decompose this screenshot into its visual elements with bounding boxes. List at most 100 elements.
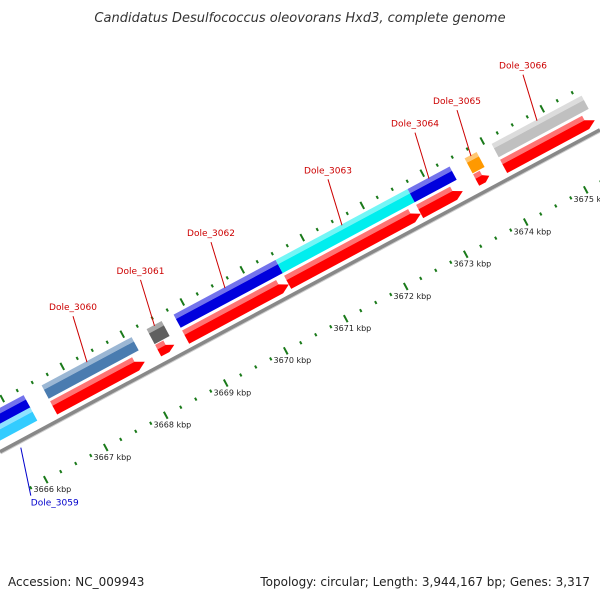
- feature-bar-dole-3059-face: [0, 411, 38, 441]
- gene-bar-dole-3059-face: [0, 399, 31, 425]
- cds-arrow-dole-3064: [416, 186, 463, 219]
- leader-dole-3063: [327, 179, 343, 226]
- leader-dole-3064: [414, 132, 430, 179]
- gene-bar-dole-3064: [407, 166, 457, 203]
- inner-tick: [74, 461, 78, 466]
- outer-tick: [375, 195, 379, 200]
- outer-tick: [105, 340, 109, 345]
- outer-tick: [179, 297, 186, 306]
- outer-tick: [270, 251, 274, 256]
- inner-tick: [582, 185, 589, 194]
- outer-tick: [210, 284, 214, 288]
- inner-tick: [462, 250, 469, 259]
- outer-tick: [299, 233, 306, 242]
- outer-tick: [465, 147, 469, 151]
- inner-tick: [179, 405, 183, 410]
- inner-tick: [162, 411, 169, 420]
- inner-tick: [419, 276, 423, 281]
- inner-tick: [209, 389, 213, 393]
- outer-tick-track: [0, 90, 574, 403]
- backbone-shadow: [0, 131, 600, 455]
- inner-tick: [539, 212, 543, 216]
- scale-tick-label: 3668 kbp: [154, 421, 192, 430]
- gene-label-dole-3063[interactable]: Dole_3063: [304, 166, 352, 176]
- leader-dole-3059: [20, 447, 32, 496]
- outer-tick: [195, 292, 199, 296]
- inner-tick: [299, 340, 303, 345]
- inner-tick: [222, 379, 229, 388]
- leader-dole-3062: [210, 241, 226, 289]
- gene-bar-dole-3062: [173, 259, 283, 328]
- cds-arrow-dole-3063-face: [286, 213, 421, 289]
- leader-dole-3066: [522, 74, 538, 121]
- gene-bar-dole-3063: [275, 189, 415, 274]
- inner-tick: [402, 282, 409, 291]
- gene-label-dole-3059[interactable]: Dole_3059: [31, 499, 79, 509]
- gene-bar-dole-3064-top: [407, 166, 452, 194]
- gene-bar-dole-3060: [41, 337, 139, 399]
- inner-tick: [239, 373, 243, 377]
- gene-bar-dole-3061-top: [146, 321, 164, 334]
- gene-label-dole-3066[interactable]: Dole_3066: [499, 62, 547, 72]
- leader-dole-3061: [140, 279, 155, 327]
- gene-label-dole-3061[interactable]: Dole_3061: [117, 267, 165, 277]
- gene-bar-dole-3060-top: [41, 337, 134, 390]
- outer-tick: [15, 388, 19, 393]
- inner-tick: [479, 244, 483, 249]
- outer-tick: [405, 179, 409, 184]
- gene-bar-dole-3064-face: [409, 170, 457, 203]
- cds-arrow-dole-3065: [473, 170, 490, 186]
- genome-backbone: [0, 128, 600, 455]
- outer-tick: [539, 104, 546, 113]
- scale-tick-label: 3675 kbp: [574, 195, 600, 204]
- gene-bar-dole-3065-face: [466, 156, 485, 174]
- outer-tick: [135, 324, 139, 329]
- gene-bar-dole-3066: [491, 95, 589, 158]
- outer-tick: [330, 219, 334, 224]
- outer-tick: [45, 372, 49, 377]
- gene-bar-dole-3062-top: [173, 259, 278, 319]
- gene-label-dole-3062[interactable]: Dole_3062: [187, 229, 235, 239]
- cds-arrow-dole-3063-top: [284, 209, 411, 281]
- scale-tick-label: 3670 kbp: [274, 356, 312, 365]
- gene-bar-dole-3060-face: [43, 341, 139, 399]
- gene-label-dole-3060[interactable]: Dole_3060: [49, 303, 97, 313]
- outer-tick: [239, 265, 246, 274]
- inner-tick: [374, 300, 378, 305]
- inner-tick: [449, 260, 453, 265]
- feature-bar-dole-3059: [0, 407, 38, 441]
- inner-tick: [359, 308, 363, 313]
- gene-label-layer[interactable]: Dole_3059 Dole_3060 Dole_3061 Dole_3062 Dole…: [20, 62, 547, 509]
- outer-tick: [525, 114, 529, 119]
- outer-tick: [390, 187, 394, 192]
- gene-label-dole-3064[interactable]: Dole_3064: [391, 120, 439, 130]
- outer-tick: [450, 155, 454, 159]
- inner-tick: [269, 357, 273, 361]
- inner-tick: [569, 196, 573, 200]
- scale-tick-label: 3667 kbp: [94, 453, 132, 462]
- outer-tick: [30, 380, 34, 385]
- outer-tick: [315, 227, 319, 232]
- outer-tick: [75, 356, 79, 361]
- inner-tick: [119, 437, 123, 442]
- outer-tick: [359, 201, 366, 210]
- cds-arrow-dole-3060-top: [50, 357, 135, 406]
- inner-tick: [194, 397, 198, 402]
- inner-tick: [89, 453, 93, 458]
- gene-bar-dole-3066-top: [491, 95, 584, 149]
- inner-tick: [59, 469, 63, 474]
- inner-tick: [329, 324, 333, 329]
- inner-tick-track: [29, 180, 600, 490]
- genome-summary-text: Topology: circular; Length: 3,944,167 bp…: [259, 575, 590, 589]
- gene-label-dole-3065[interactable]: Dole_3065: [433, 97, 481, 107]
- inner-tick: [389, 292, 393, 297]
- map-title: Candidatus Desulfococcus oleovorans Hxd3…: [94, 11, 505, 26]
- outer-tick: [570, 90, 574, 95]
- inner-tick: [434, 268, 438, 273]
- outer-tick: [119, 330, 126, 339]
- inner-tick: [282, 346, 289, 355]
- cds-arrow-dole-3061-top: [155, 340, 166, 350]
- outer-tick: [345, 211, 349, 216]
- cds-arrow-dole-3061-face: [157, 344, 175, 357]
